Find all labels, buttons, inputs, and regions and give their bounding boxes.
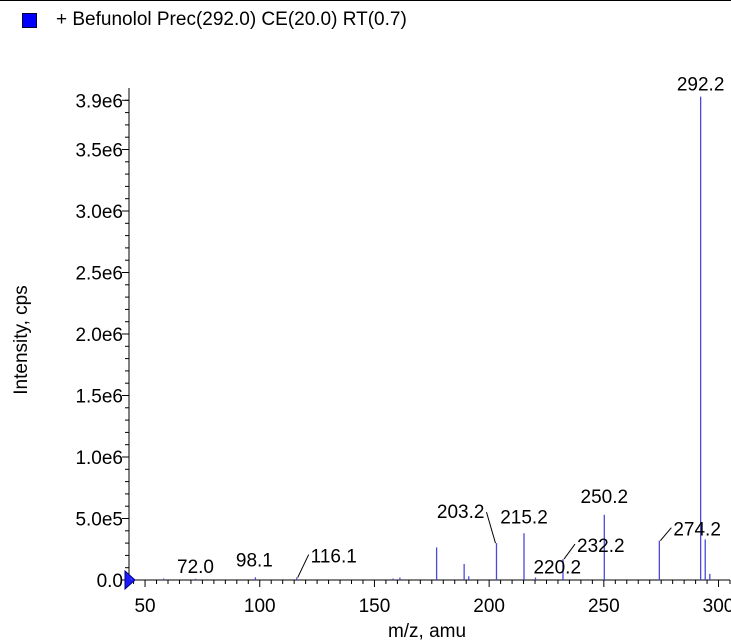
- x-tick-label: 50: [134, 596, 155, 617]
- y-tick-label: 3.9e6: [75, 91, 123, 112]
- legend-label: + Befunolol Prec(292.0) CE(20.0) RT(0.7): [56, 9, 407, 30]
- x-tick-label: 150: [359, 596, 391, 617]
- y-tick-label: 1.0e6: [75, 448, 123, 469]
- x-tick-label: 250: [588, 596, 620, 617]
- peak-label: 72.0: [177, 557, 214, 578]
- top-border-line: [0, 0, 731, 1]
- legend: + Befunolol Prec(292.0) CE(20.0) RT(0.7): [22, 9, 407, 31]
- peak-label-leader: [486, 511, 496, 544]
- peak-label: 203.2: [437, 502, 485, 523]
- origin-marker: [124, 569, 136, 591]
- peak-label: 292.2: [677, 75, 725, 96]
- y-tick-label: 2.0e6: [75, 325, 123, 346]
- y-tick-label: 0.0: [97, 571, 123, 592]
- x-tick-label: 200: [473, 596, 505, 617]
- x-tick-label: 100: [244, 596, 276, 617]
- peak-label: 220.2: [533, 558, 581, 579]
- x-axis-label: m/z, amu: [388, 621, 466, 640]
- peak-label: 215.2: [500, 507, 548, 528]
- peak-label-leader: [563, 543, 576, 560]
- y-tick-label: 5.0e5: [75, 510, 123, 531]
- y-tick-label: 3.0e6: [75, 202, 123, 223]
- legend-swatch: [22, 12, 37, 28]
- peak-label-leader: [659, 527, 672, 541]
- y-axis-label: Intensity, cps: [11, 285, 32, 394]
- peak-label: 98.1: [236, 550, 273, 571]
- axes: 0.0 5.0e5 1.0e6 1.5e6 2.0e6 2.5e6 3.0e6 3.5e6 3.…: [75, 88, 731, 617]
- y-tick-label: 2.5e6: [75, 264, 123, 285]
- y-tick-label: 3.5e6: [75, 141, 123, 162]
- peaks: [130, 96, 711, 580]
- peak-label: 250.2: [581, 487, 629, 508]
- peak-label: 274.2: [673, 520, 721, 541]
- peak-label: 232.2: [577, 536, 625, 557]
- x-tick-label: 300: [703, 596, 731, 617]
- peak-label-leader: [297, 554, 310, 578]
- peak-label: 116.1: [311, 547, 357, 568]
- y-tick-label: 1.5e6: [75, 387, 123, 408]
